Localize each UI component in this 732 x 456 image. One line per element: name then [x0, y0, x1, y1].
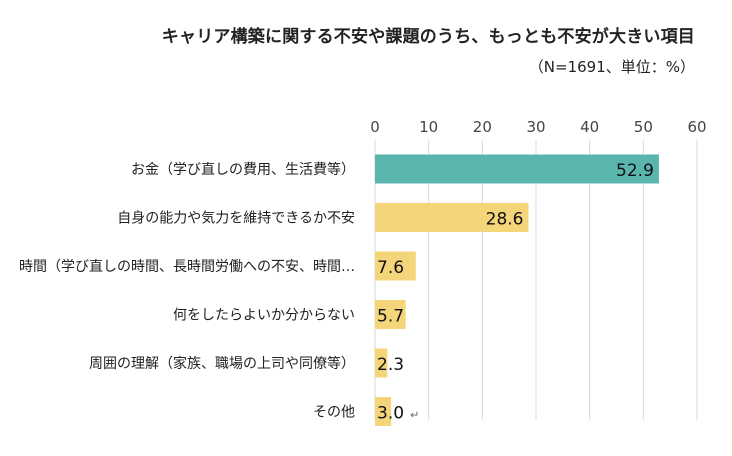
value-label: 52.9	[616, 161, 654, 181]
bar	[375, 251, 416, 281]
x-tick-label: 30	[526, 118, 545, 136]
x-tick-label: 0	[370, 118, 380, 136]
x-tick-label: 20	[473, 118, 492, 136]
chart-title: キャリア構築に関する不安や課題のうち、もっとも不安が大きい項目	[161, 27, 695, 47]
value-label: 2.3	[377, 355, 404, 375]
category-label: 自身の能力や気力を維持できるか不安	[117, 211, 355, 227]
category-label: 時間（学び直しの時間、長時間労働への不安、時間…	[19, 258, 355, 275]
bar	[375, 348, 388, 378]
x-tick-label: 50	[634, 118, 653, 136]
value-label: 28.6	[486, 210, 524, 230]
x-tick-label: 40	[580, 118, 599, 136]
value-label: 3.0	[377, 404, 404, 424]
category-label: 周囲の理解（家族、職場の上司や同僚等）	[89, 355, 355, 372]
value-label: 7.6	[377, 258, 404, 278]
x-tick-label: 60	[687, 118, 706, 136]
value-label: 5.7	[377, 307, 404, 327]
bar	[375, 154, 659, 184]
bar	[375, 300, 406, 329]
category-label: 何をしたらよいか分からない	[173, 308, 355, 324]
chart-subtitle: （N=1691、単位：%）	[528, 58, 695, 76]
x-tick-label: 10	[419, 118, 438, 136]
category-label: お金（学び直しの費用、生活費等）	[131, 161, 355, 178]
bar	[375, 397, 392, 426]
bar	[375, 203, 529, 232]
category-label: その他	[313, 405, 355, 421]
return-mark: ↵	[410, 409, 419, 422]
